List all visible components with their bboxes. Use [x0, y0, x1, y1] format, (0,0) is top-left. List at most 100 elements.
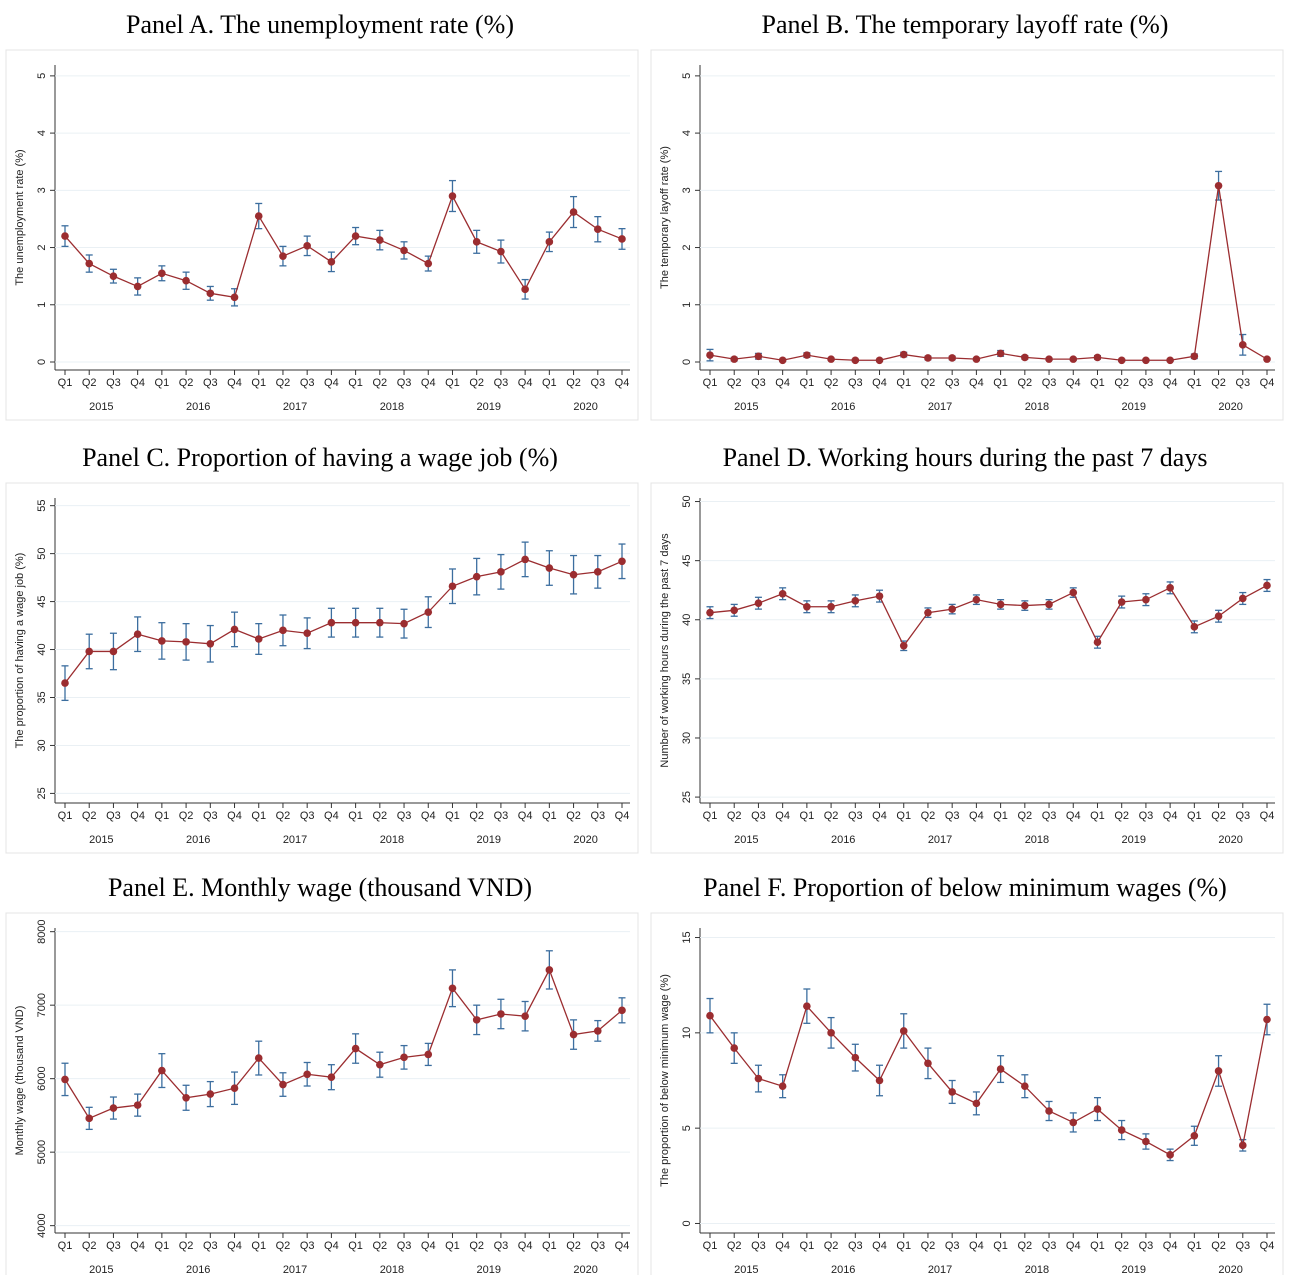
- y-axis-label: The proportion of having a wage job (%): [14, 553, 26, 749]
- x-tick-label: Q3: [848, 377, 863, 389]
- x-tick-label: Q4: [518, 1240, 533, 1252]
- point: [875, 356, 884, 365]
- x-tick-label: Q2: [727, 810, 742, 822]
- point: [851, 1053, 860, 1062]
- point: [206, 289, 215, 298]
- point: [182, 638, 190, 646]
- y-tick-label: 7000: [36, 993, 48, 1017]
- point: [1142, 595, 1150, 604]
- x-tick-label: Q2: [1211, 377, 1226, 389]
- x-tick-label: Q2: [921, 377, 936, 389]
- point: [472, 572, 481, 581]
- point: [230, 1084, 239, 1093]
- point: [1190, 352, 1199, 361]
- point: [899, 350, 908, 359]
- panel-title: Panel B. The temporary layoff rate (%): [762, 10, 1169, 39]
- year-label: 2019: [1122, 834, 1146, 846]
- x-tick-label: Q3: [106, 377, 121, 389]
- x-tick-label: Q1: [155, 377, 170, 389]
- point: [545, 238, 554, 246]
- year-label: 2019: [477, 834, 501, 846]
- x-tick-label: Q2: [566, 1240, 581, 1252]
- point: [61, 232, 69, 240]
- point: [924, 608, 932, 617]
- point: [448, 984, 457, 993]
- point: [924, 354, 932, 362]
- x-tick-label: Q3: [1139, 377, 1154, 389]
- y-tick-label: 0: [36, 359, 48, 365]
- year-label: 2017: [928, 1264, 952, 1275]
- x-tick-label: Q4: [775, 1240, 790, 1252]
- y-tick-label: 6000: [36, 1066, 48, 1090]
- year-label: 2019: [477, 1264, 501, 1275]
- y-tick-label: 5: [681, 73, 693, 79]
- x-tick-label: Q3: [397, 377, 412, 389]
- y-tick-label: 40: [681, 614, 693, 626]
- x-tick-label: Q3: [751, 1240, 766, 1252]
- year-label: 2016: [186, 1264, 210, 1275]
- point: [1021, 601, 1029, 610]
- line: [64, 194, 623, 299]
- x-tick-label: Q4: [872, 810, 887, 822]
- y-tick-label: 35: [681, 673, 693, 685]
- x-tick-label: Q1: [800, 1240, 815, 1252]
- x-tick-label: Q3: [1042, 810, 1057, 822]
- x-tick-label: Q3: [751, 377, 766, 389]
- x-tick-label: Q4: [969, 377, 984, 389]
- x-tick-label: Q4: [130, 1240, 145, 1252]
- point: [182, 1093, 190, 1102]
- x-tick-label: Q4: [775, 810, 790, 822]
- point: [778, 356, 787, 365]
- x-tick-label: Q4: [324, 377, 339, 389]
- x-tick-label: Q4: [421, 377, 436, 389]
- point: [1190, 1131, 1199, 1140]
- x-tick-label: Q1: [251, 810, 266, 822]
- y-tick-label: 4000: [36, 1213, 48, 1237]
- x-tick-label: Q4: [872, 1240, 887, 1252]
- x-tick-label: Q2: [921, 810, 936, 822]
- point: [803, 351, 811, 359]
- x-tick-label: Q2: [824, 810, 839, 822]
- year-label: 2016: [831, 401, 855, 413]
- point: [1117, 1126, 1126, 1134]
- year-label: 2020: [573, 1264, 597, 1275]
- point: [230, 293, 239, 302]
- point: [996, 1065, 1005, 1073]
- y-tick-label: 1: [681, 302, 693, 308]
- point: [1069, 355, 1078, 363]
- panel-title: Panel C. Proportion of having a wage job…: [82, 443, 558, 472]
- x-tick-label: Q2: [1017, 1240, 1032, 1252]
- x-tick-label: Q4: [775, 377, 790, 389]
- x-tick-label: Q3: [1139, 1240, 1154, 1252]
- point: [61, 679, 69, 687]
- point: [899, 641, 908, 650]
- x-tick-label: Q3: [1042, 1240, 1057, 1252]
- year-label: 2015: [89, 1264, 113, 1275]
- x-tick-label: Q2: [82, 1240, 97, 1252]
- y-tick-label: 8000: [36, 919, 48, 943]
- x-tick-label: Q4: [130, 810, 145, 822]
- x-tick-label: Q1: [155, 1240, 170, 1252]
- x-tick-label: Q2: [824, 1240, 839, 1252]
- year-label: 2017: [283, 401, 307, 413]
- point: [133, 1101, 142, 1109]
- year-label: 2019: [1122, 401, 1146, 413]
- point: [1263, 355, 1271, 363]
- point: [254, 635, 263, 643]
- x-tick-label: Q1: [896, 377, 911, 389]
- year-label: 2020: [573, 401, 597, 413]
- point: [230, 625, 239, 634]
- point: [376, 618, 384, 627]
- point: [1021, 1082, 1029, 1091]
- point: [327, 258, 336, 266]
- point: [569, 570, 578, 579]
- point: [448, 192, 457, 200]
- x-tick-label: Q3: [1235, 1240, 1250, 1252]
- x-tick-label: Q3: [397, 1240, 412, 1252]
- x-tick-label: Q1: [542, 810, 557, 822]
- plot-frame: [650, 49, 1284, 421]
- x-tick-label: Q3: [848, 810, 863, 822]
- x-tick-label: Q4: [421, 810, 436, 822]
- point: [1069, 588, 1078, 597]
